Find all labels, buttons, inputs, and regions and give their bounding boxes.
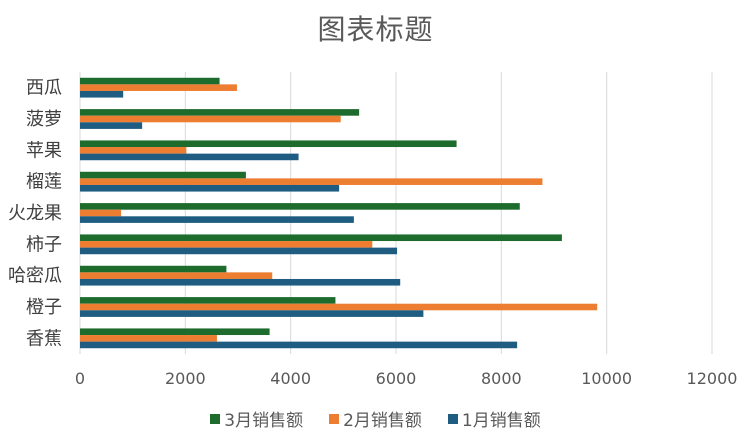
bar-1-2 (80, 109, 360, 116)
bar-2-3 (80, 147, 187, 154)
bar-1-7 (80, 265, 227, 273)
legend-label: 2月销售额 (343, 411, 422, 431)
bar-3-5 (80, 216, 354, 223)
bar-2-1 (80, 84, 237, 91)
bar-2-8 (80, 303, 598, 311)
x-tick-label: 4000 (270, 369, 311, 388)
bar-1-8 (80, 297, 336, 304)
bar-2-6 (80, 241, 373, 248)
y-category-label: 火龙果 (8, 203, 62, 224)
y-category-label: 哈密瓜 (8, 266, 62, 287)
y-category-label: 橙子 (26, 297, 62, 318)
x-tick-label: 2000 (165, 369, 206, 388)
bar-2-9 (80, 335, 217, 342)
y-category-label: 苹果 (26, 140, 62, 161)
legend-label: 1月销售额 (461, 411, 541, 431)
bar-1-1 (80, 77, 220, 85)
y-category-label: 菠萝 (26, 109, 62, 130)
bar-2-5 (80, 209, 122, 217)
x-tick-label: 10000 (581, 369, 632, 388)
legend-label: 3月销售额 (224, 411, 304, 431)
bar-3-6 (80, 247, 398, 255)
legend: 3月销售额 2月销售额 1月销售额 (0, 406, 751, 431)
y-category-label: 柿子 (26, 234, 62, 255)
bar-3-9 (80, 341, 518, 349)
legend-swatch (329, 413, 340, 424)
bar-3-2 (80, 122, 143, 129)
bar-3-7 (80, 278, 401, 286)
bar-2-2 (80, 115, 341, 123)
bar-2-7 (80, 272, 273, 279)
legend-item: 2月销售额 (329, 406, 422, 431)
y-category-label: 香蕉 (26, 328, 62, 349)
x-tick-label: 8000 (481, 369, 522, 388)
bar-1-9 (80, 328, 270, 336)
bar-1-4 (80, 171, 246, 179)
legend-swatch (447, 413, 458, 424)
bar-2-4 (80, 178, 543, 185)
y-category-label: 榴莲 (26, 172, 62, 193)
y-category-label: 西瓜 (26, 78, 62, 99)
legend-item: 1月销售额 (447, 406, 541, 431)
x-tick-label: 0 (75, 369, 85, 388)
legend-swatch (210, 413, 221, 424)
bar-3-1 (80, 90, 124, 98)
x-tick-label: 12000 (687, 369, 738, 388)
x-tick-label: 6000 (376, 369, 417, 388)
chart-title: 图表标题 (317, 13, 434, 46)
bar-1-5 (80, 203, 520, 210)
bar-1-6 (80, 234, 562, 242)
legend-item: 3月销售额 (210, 406, 303, 431)
bar-3-8 (80, 310, 424, 317)
bar-3-4 (80, 184, 340, 192)
bar-1-3 (80, 140, 457, 148)
bar-3-3 (80, 153, 299, 161)
